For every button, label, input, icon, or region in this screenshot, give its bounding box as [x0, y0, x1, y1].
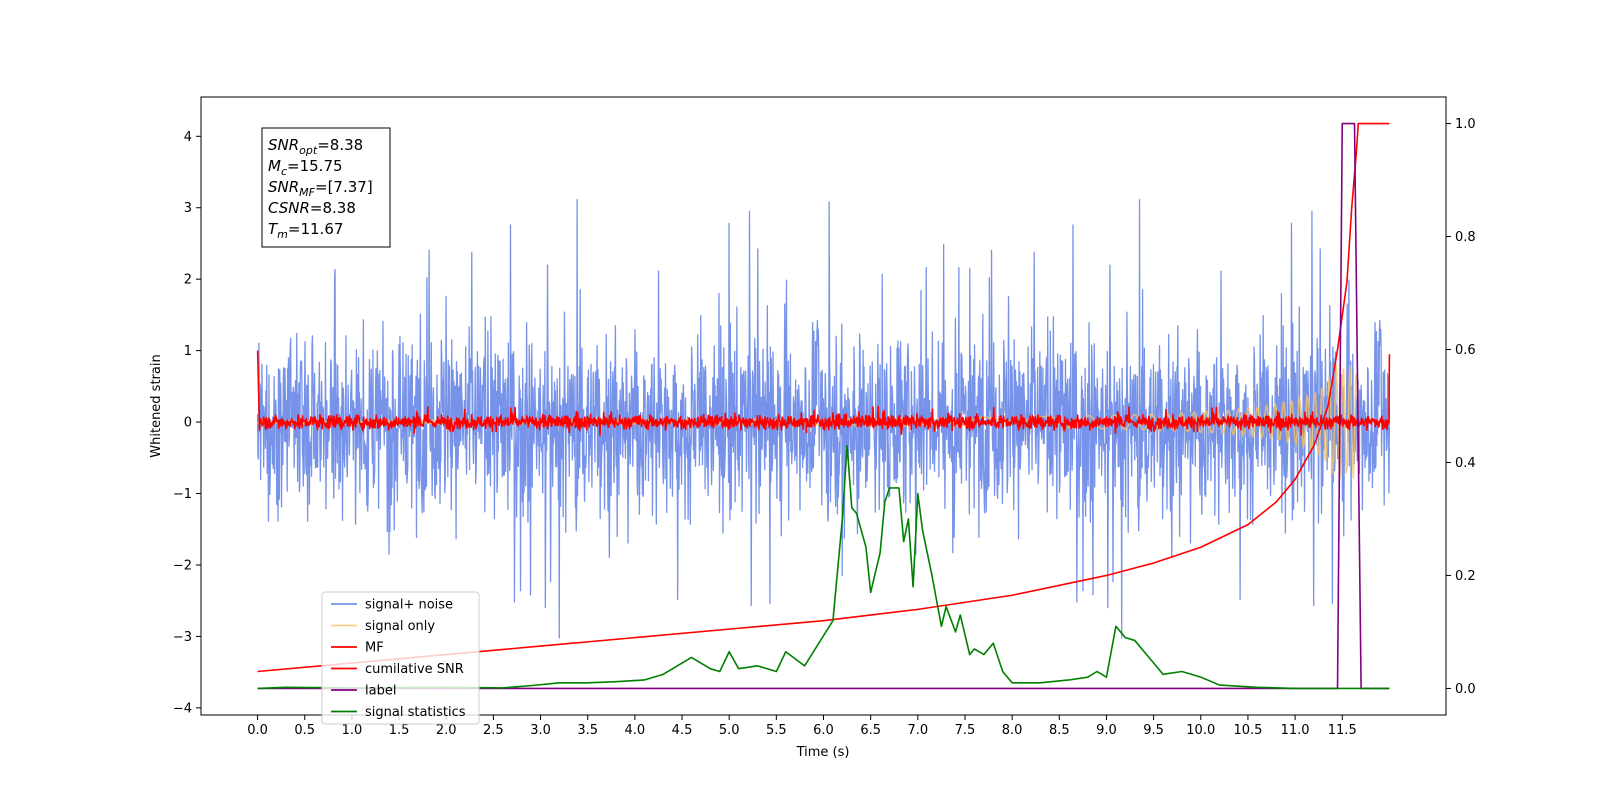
y-tick-label: 4 [184, 130, 192, 145]
x-tick-label: 4.5 [672, 723, 693, 738]
y2-tick-label: 0.6 [1455, 343, 1476, 358]
x-tick-label: 2.5 [483, 723, 504, 738]
annotation-frame [261, 127, 391, 248]
x-tick-label: 5.5 [766, 723, 787, 738]
annotation-line: SNRMF=[7.37] [268, 178, 373, 199]
series-line-0 [256, 199, 1391, 639]
x-tick-label: 0.0 [247, 723, 268, 738]
x-tick-label: 10.5 [1233, 723, 1262, 738]
x-tick-label: 1.5 [389, 723, 410, 738]
y-tick-label: 0 [184, 416, 192, 431]
y-tick-label: 3 [184, 201, 192, 216]
x-axis-label: Time (s) [796, 745, 850, 760]
legend-label: cumilative SNR [365, 662, 464, 677]
x-tick-label: 2.0 [436, 723, 457, 738]
legend-label: label [365, 684, 396, 699]
legend-label: signal statistics [365, 705, 466, 720]
legend: signal+ noise signal only MF cumilative SNR… [321, 591, 480, 725]
series-line-3 [257, 122, 1390, 673]
x-tick-label: 10.0 [1186, 723, 1215, 738]
y-axis-right: 1.0 0.8 0.6 0.4 0.2 0.0 [1446, 117, 1476, 697]
x-tick-label: 8.5 [1049, 723, 1070, 738]
x-tick-label: 6.0 [813, 723, 834, 738]
annotation-line: CSNR=8.38 [268, 199, 356, 217]
annotation-line: SNRopt=8.38 [268, 136, 363, 157]
x-tick-label: 8.0 [1002, 723, 1023, 738]
x-tick-label: 9.5 [1143, 723, 1164, 738]
x-tick-label: 0.5 [294, 723, 315, 738]
x-tick-label: 6.5 [860, 723, 881, 738]
y2-tick-label: 0.8 [1455, 230, 1476, 245]
series-layer [256, 122, 1391, 690]
y2-tick-label: 1.0 [1455, 117, 1476, 132]
x-tick-label: 3.5 [577, 723, 598, 738]
x-tick-label: 11.5 [1328, 723, 1357, 738]
y2-tick-label: 0.4 [1455, 456, 1476, 471]
y-tick-label: 1 [184, 344, 192, 359]
y-tick-label: −2 [173, 558, 192, 573]
legend-label: signal+ noise [365, 598, 453, 613]
legend-label: signal only [365, 619, 435, 634]
x-tick-label: 1.0 [342, 723, 363, 738]
y-tick-label: −3 [173, 630, 192, 645]
x-tick-label: 11.0 [1281, 723, 1310, 738]
y2-tick-label: 0.2 [1455, 569, 1476, 584]
x-tick-label: 7.0 [907, 723, 928, 738]
y-tick-label: −1 [173, 487, 192, 502]
annotation-line: Mc=15.75 [268, 157, 343, 178]
series-line-2 [256, 350, 1391, 436]
legend-label: MF [365, 641, 384, 656]
x-tick-label: 3.0 [530, 723, 551, 738]
x-axis: 0.0 0.5 1.0 1.5 2.0 2.5 3.0 3.5 4.0 4.5 5.0 5.5 6.0 6… [247, 715, 1357, 738]
x-tick-label: 4.0 [625, 723, 646, 738]
x-tick-label: 5.0 [719, 723, 740, 738]
annotation-line: Tm=11.67 [268, 220, 343, 241]
y2-tick-label: 0.0 [1455, 682, 1476, 697]
snr-annotation-box: SNRopt=8.38Mc=15.75SNRMF=[7.37]CSNR=8.38… [261, 127, 391, 248]
y-tick-label: 2 [184, 273, 192, 288]
legend-frame [321, 591, 480, 725]
y-axis-left: 4 3 2 1 0 −1 −2 −3 −4 [173, 130, 201, 716]
x-tick-label: 7.5 [955, 723, 976, 738]
y-axis-label: Whitened strain [149, 354, 164, 457]
x-tick-label: 9.0 [1096, 723, 1117, 738]
y-tick-label: −4 [173, 701, 192, 716]
series-line-5 [257, 444, 1390, 690]
